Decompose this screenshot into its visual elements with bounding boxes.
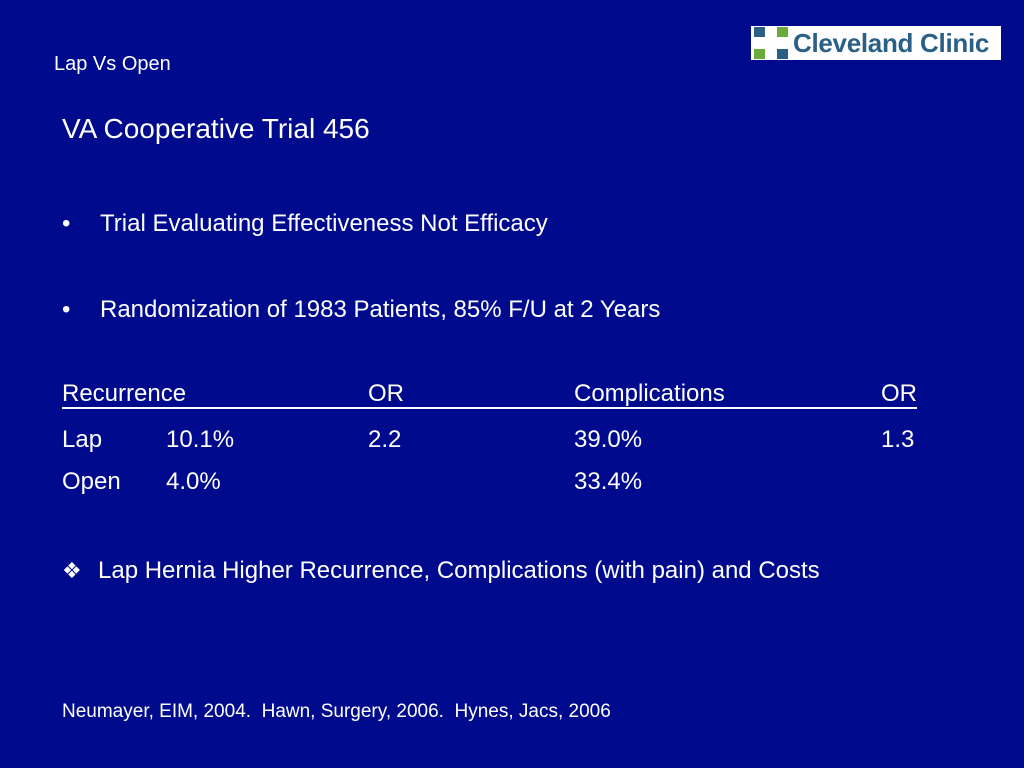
key-point-text: Lap Hernia Higher Recurrence, Complicati… xyxy=(98,557,820,584)
section-title: Lap Vs Open xyxy=(54,53,171,75)
diamond-bullet-icon: ❖ xyxy=(62,558,82,583)
bullet-marker: • xyxy=(62,296,71,323)
key-point: ❖ Lap Hernia Higher Recurrence, Complica… xyxy=(62,556,820,586)
references: Neumayer, EIM, 2004. Hawn, Surgery, 2006… xyxy=(62,701,611,722)
table-row: Open 4.0% 33.4% xyxy=(62,467,932,497)
table-cell-complications: 33.4% xyxy=(574,468,643,495)
slide-heading: VA Cooperative Trial 456 xyxy=(62,113,370,144)
table-cell-complications: 39.0% xyxy=(574,426,643,453)
cleveland-clinic-cross-icon xyxy=(753,26,789,60)
table-cell-complications-or: 1.3 xyxy=(881,426,915,453)
table-cell-group: Lap xyxy=(62,426,103,453)
table-cell-recurrence: 4.0% xyxy=(166,468,221,495)
bullet-marker: • xyxy=(62,210,71,237)
bullet-text: Randomization of 1983 Patients, 85% F/U … xyxy=(100,296,661,323)
table-header-row: Recurrence OR Complications OR xyxy=(62,380,932,410)
table-header-or-complications: OR xyxy=(881,380,917,409)
logo-wordmark: Cleveland Clinic xyxy=(793,28,990,58)
table-row: Lap 10.1% 2.2 39.0% 1.3 xyxy=(62,425,932,455)
bullet-text: Trial Evaluating Effectiveness Not Effic… xyxy=(100,210,548,237)
table-header-complications: Complications xyxy=(574,380,881,409)
cleveland-clinic-logo: Cleveland Clinic xyxy=(751,26,1001,60)
table-cell-recurrence: 10.1% xyxy=(166,426,235,453)
table-cell-group: Open xyxy=(62,468,121,495)
table-cell-recurrence-or: 2.2 xyxy=(368,426,402,453)
table-header-recurrence: Recurrence xyxy=(62,380,368,409)
bullet-item: • Randomization of 1983 Patients, 85% F/… xyxy=(62,295,660,325)
table-header-or-recurrence: OR xyxy=(368,380,574,409)
bullet-item: • Trial Evaluating Effectiveness Not Eff… xyxy=(62,209,548,239)
